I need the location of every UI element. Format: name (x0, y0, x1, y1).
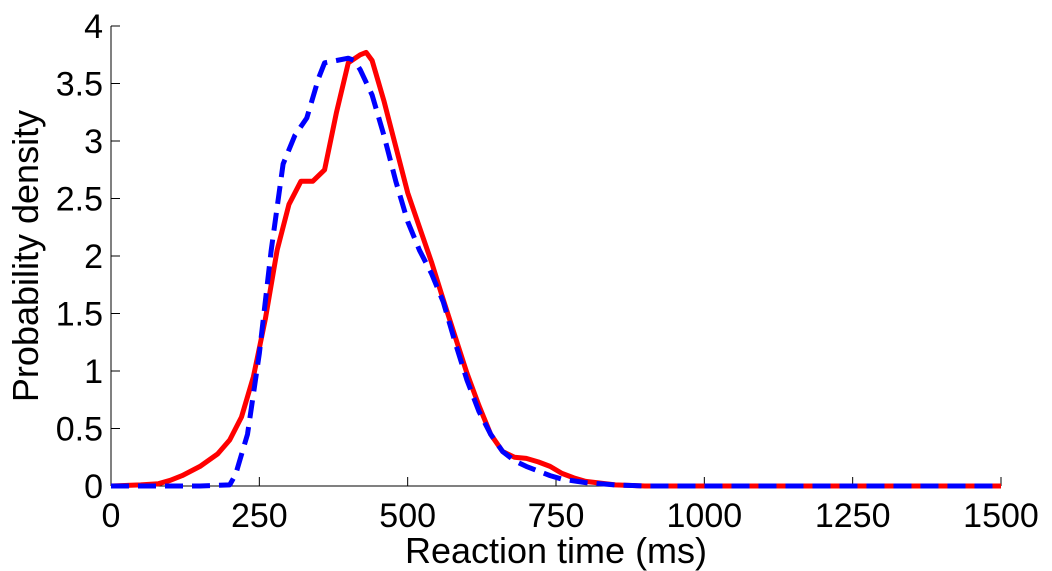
x-tick-label: 500 (379, 497, 436, 535)
y-tick-label: 3 (84, 123, 103, 161)
tick-labels: 0 250 500 750 1000 1250 1500 0 0.5 1 1.5 2 2.5 3 3.5 4 (56, 8, 1039, 535)
x-axis-label: Reaction time (ms) (405, 530, 707, 571)
y-tick-label: 0.5 (56, 411, 103, 449)
series-lines (110, 49, 1001, 489)
y-axis-label: Probability density (5, 110, 46, 402)
y-tick-label: 2.5 (56, 181, 103, 219)
x-tick-label: 1000 (667, 497, 743, 535)
x-tick-label: 1250 (815, 497, 891, 535)
x-tick-label: 1500 (963, 497, 1039, 535)
axes (110, 26, 1001, 487)
tick-marks (110, 25, 1002, 487)
y-tick-label: 2 (84, 238, 103, 276)
solid-series-line (110, 49, 1001, 489)
x-tick-label: 750 (528, 497, 585, 535)
y-tick-label: 3.5 (56, 66, 103, 104)
x-tick-label: 0 (102, 497, 121, 535)
y-tick-label: 1 (84, 353, 103, 391)
x-tick-label: 250 (231, 497, 288, 535)
y-tick-label: 0 (84, 468, 103, 506)
y-tick-label: 4 (84, 8, 103, 46)
y-tick-label: 1.5 (56, 296, 103, 334)
dashed-series-line (111, 55, 1001, 489)
